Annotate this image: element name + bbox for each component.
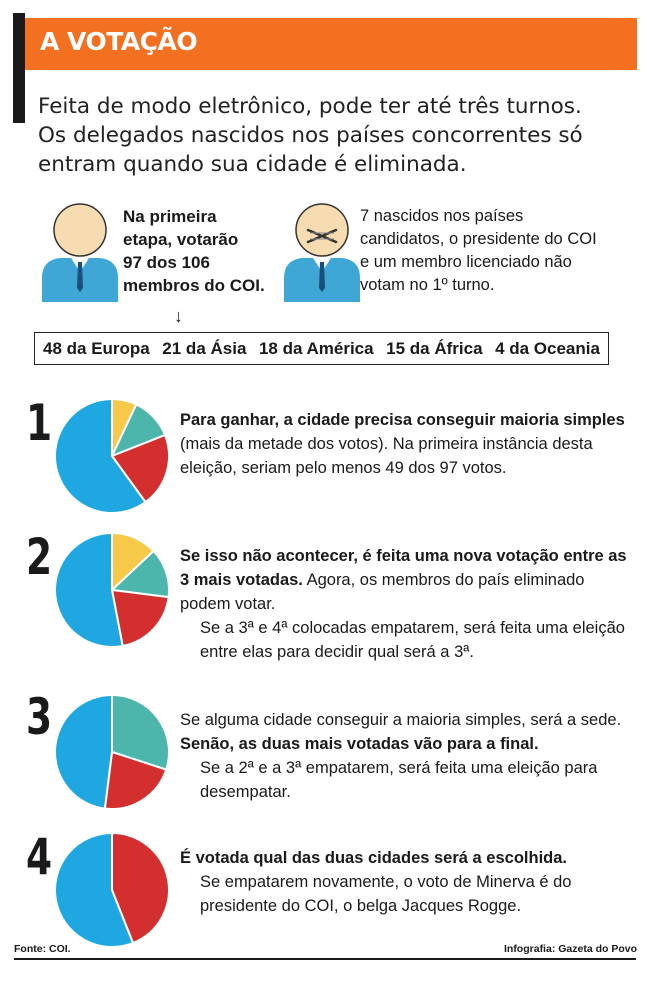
step-extra-text: Se a 3ª e 4ª colocadas empatarem, será f… [200,619,625,661]
voters-line: membros do COI. [123,276,265,295]
step-pie-chart [54,693,170,810]
voters-by-continent: 48 da Europa 21 da Ásia 18 da América 15… [34,332,609,365]
step-bold-text: Se isso não acontecer, é feita uma nova … [180,547,627,589]
intro-text: Feita de modo eletrônico, pode ter até t… [38,92,638,179]
footer-divider [14,958,636,960]
pie-slice [111,693,170,771]
pie-slice [110,433,170,504]
step-description: Para ganhar, a cidade precisa conseguir … [180,408,630,480]
step-pie-chart [54,831,170,948]
step-description: É votada qual das duas cidades será a es… [180,846,630,918]
credit-note: Infografia: Gazeta do Povo [503,943,637,955]
continent-count: 48 da Europa [43,338,150,358]
step-text: (mais da metade dos votos). Na primeira … [180,435,593,477]
voters-line: etapa, votarão [123,230,239,249]
down-arrow-icon: ↓ [174,306,183,326]
step-extra-text: Se a 2ª e a 3ª empatarem, será feita uma… [200,759,598,801]
step-number: 2 [26,528,53,586]
non-voters-line: 7 nascidos nos países [360,207,524,225]
left-accent-bar [13,13,25,123]
continent-count: 18 da América [258,338,374,358]
step-description: Se alguma cidade conseguir a maioria sim… [180,708,630,804]
page-title: A VOTAÇÃO [40,27,198,56]
step-bold-text: Senão, as duas mais votadas vão para a f… [180,735,539,753]
step-number: 4 [26,828,53,886]
pie-slice [111,831,170,945]
step-pie-chart [54,397,170,514]
pie-slice [110,588,170,648]
non-voters-line: candidatos, o presidente do COI [360,230,597,248]
pie-slice [54,531,124,648]
step-extra-text: Se empatarem novamente, o voto de Minerv… [200,873,572,915]
step-bold-text: É votada qual das duas cidades será a es… [180,849,567,867]
voters-description: Na primeira etapa, votarão 97 dos 106 me… [123,205,273,297]
continent-count: 15 da África [386,338,483,358]
pie-slice [54,693,113,810]
voters-line: Na primeira [123,207,217,226]
pie-slice [54,397,147,514]
intro-line: Os delegados nascidos nos países concorr… [38,123,583,148]
step-text: Se alguma cidade conseguir a maioria sim… [180,711,622,729]
step-bold-text: Para ganhar, a cidade precisa conseguir … [180,411,625,429]
pie-slice [54,831,135,948]
non-voter-person-icon [284,203,360,302]
step-number: 1 [26,394,53,452]
voters-line: 97 dos 106 [123,253,210,272]
step-number: 3 [26,688,53,746]
step-pie-chart [54,531,170,648]
non-voters-line: votam no 1º turno. [360,276,495,294]
intro-line: Feita de modo eletrônico, pode ter até t… [38,94,582,119]
source-note: Fonte: COI. [14,943,71,955]
continent-count: 4 da Oceania [495,338,600,358]
voter-person-icon [42,203,118,302]
pie-slice [103,750,168,810]
intro-line: entram quando sua cidade é eliminada. [38,152,467,177]
title-banner [25,18,637,70]
non-voters-description: 7 nascidos nos países candidatos, o pres… [360,205,635,297]
step-text: Agora, os membros do país eliminado pode… [180,571,585,613]
non-voters-line: e um membro licenciado não [360,253,572,271]
step-description: Se isso não acontecer, é feita uma nova … [180,544,630,664]
continent-count: 21 da Ásia [162,338,247,358]
